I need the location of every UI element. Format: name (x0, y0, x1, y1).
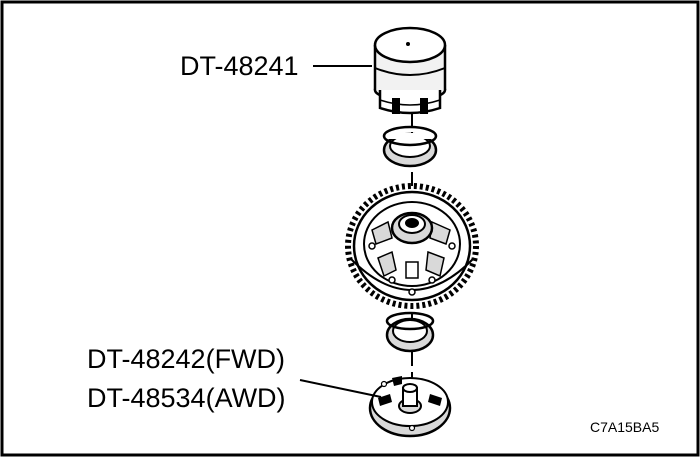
differential-gear (345, 183, 479, 309)
figure-code: C7A15BA5 (590, 419, 660, 435)
leader-bottom (299, 379, 382, 398)
label-installer-top: DT-48241 (180, 51, 299, 81)
installer-top-drawing (373, 26, 447, 115)
installer-bottom-drawing (368, 376, 452, 438)
bearing-upper (382, 125, 438, 168)
label-installer-bottom-awd: DT-48534(AWD) (87, 383, 286, 413)
label-installer-bottom-fwd: DT-48242(FWD) (87, 344, 286, 374)
bearing-lower (385, 311, 435, 353)
